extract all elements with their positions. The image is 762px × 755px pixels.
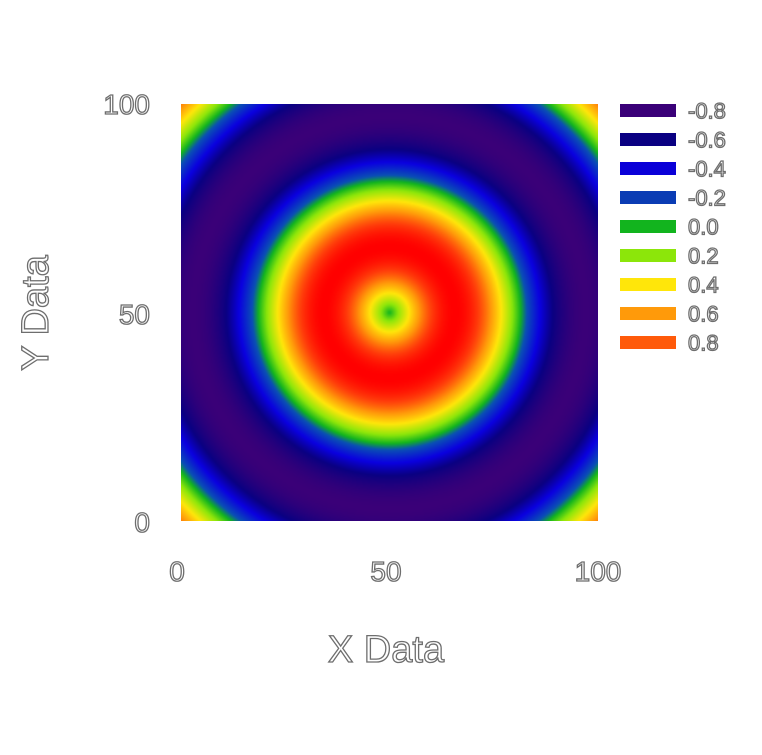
heatmap-plot-area	[181, 104, 598, 521]
x-tick-label-50: 50	[370, 556, 401, 587]
legend-label-1: -0.6	[688, 128, 726, 153]
x-axis-title: X Data	[328, 629, 445, 671]
y-tick-label-100: 100	[103, 89, 150, 120]
legend-label-3: -0.2	[688, 186, 726, 211]
legend-swatch-1	[620, 133, 676, 146]
legend-swatch-3	[620, 191, 676, 204]
y-tick-label-0: 0	[134, 507, 150, 538]
x-tick-label-0: 0	[169, 556, 185, 587]
legend-swatch-5	[620, 249, 676, 262]
legend-label-7: 0.6	[688, 302, 719, 327]
legend-swatch-0	[620, 104, 676, 117]
legend-label-5: 0.2	[688, 244, 719, 269]
legend-label-8: 0.8	[688, 331, 719, 356]
legend-label-2: -0.4	[688, 157, 726, 182]
legend-label-6: 0.4	[688, 273, 719, 298]
legend-swatch-7	[620, 307, 676, 320]
y-tick-label-50: 50	[119, 299, 150, 330]
legend-label-0: -0.8	[688, 99, 726, 124]
colorbar-legend: -0.8 -0.6 -0.4 -0.2 0.0 0.2 0.4 0.6 0.8	[620, 98, 727, 356]
legend-swatch-8	[620, 336, 676, 349]
legend-swatch-6	[620, 278, 676, 291]
y-axis-title: Y Data	[15, 254, 57, 370]
legend-label-4: 0.0	[688, 215, 719, 240]
x-tick-label-100: 100	[575, 556, 622, 587]
legend-swatch-4	[620, 220, 676, 233]
legend-swatch-2	[620, 162, 676, 175]
